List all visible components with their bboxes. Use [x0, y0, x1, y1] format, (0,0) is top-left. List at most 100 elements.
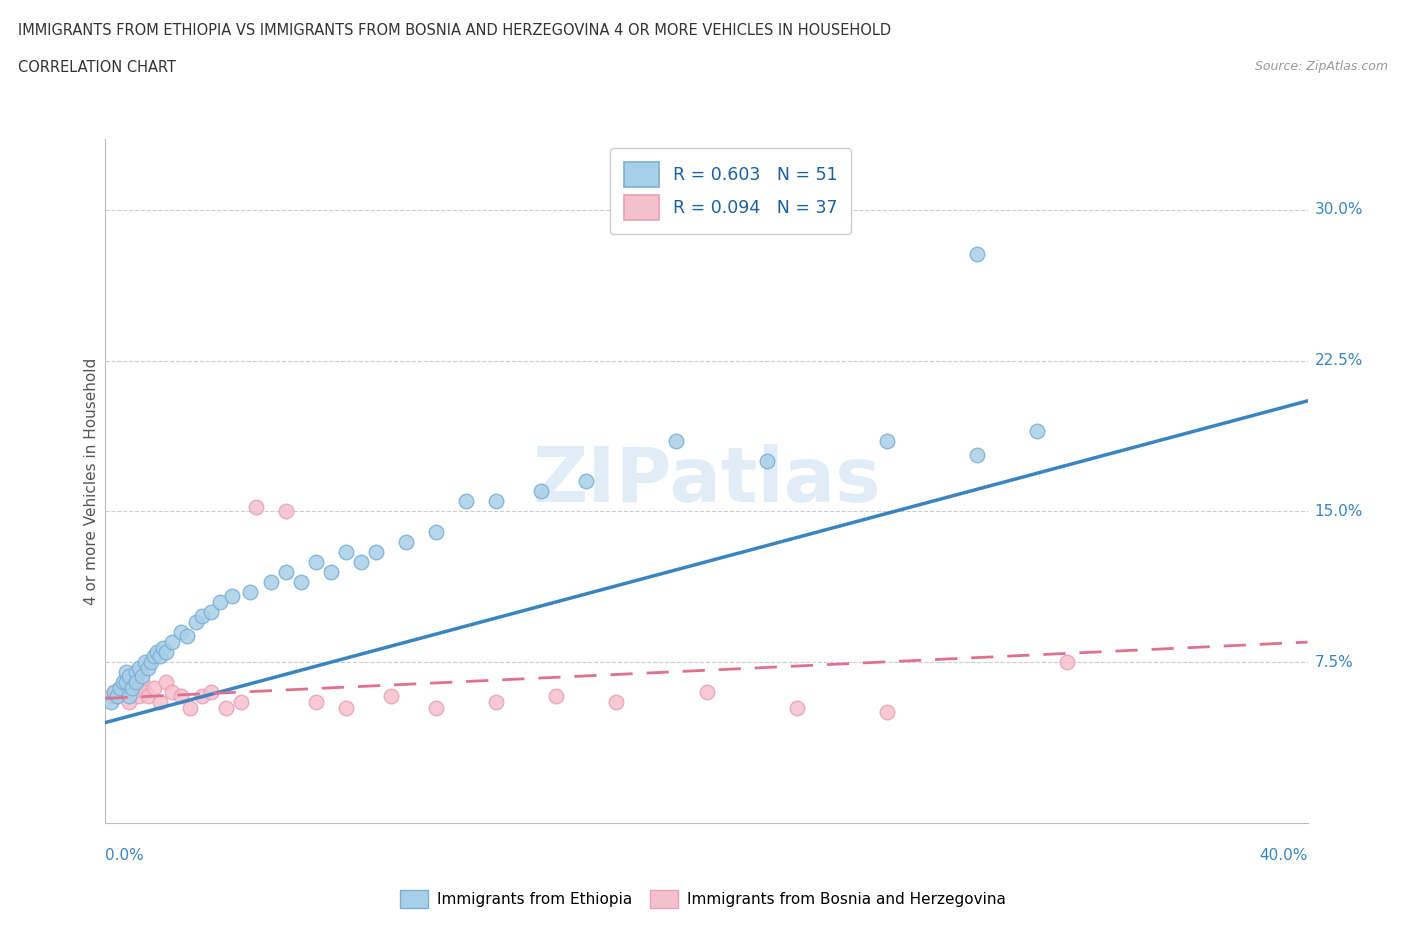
Text: 0.0%: 0.0% [105, 848, 145, 863]
Text: 15.0%: 15.0% [1315, 504, 1362, 519]
Point [305, 695, 328, 710]
Text: IMMIGRANTS FROM ETHIOPIA VS IMMIGRANTS FROM BOSNIA AND HERZEGOVINA 4 OR MORE VEH: IMMIGRANTS FROM ETHIOPIA VS IMMIGRANTS F… [18, 23, 891, 38]
Point [124, 681, 146, 696]
Point [136, 661, 159, 676]
Point [131, 675, 153, 690]
Point [966, 246, 988, 261]
Point [575, 474, 598, 489]
Point [100, 689, 122, 704]
Point [124, 665, 146, 680]
Point [131, 669, 153, 684]
Point [319, 565, 342, 579]
Point [115, 675, 138, 690]
Point [128, 661, 150, 676]
Text: CORRELATION CHART: CORRELATION CHART [18, 60, 176, 75]
Point [546, 689, 568, 704]
Legend: R = 0.603   N = 51, R = 0.094   N = 37: R = 0.603 N = 51, R = 0.094 N = 37 [610, 148, 851, 233]
Point [110, 681, 132, 696]
Point [112, 675, 135, 690]
Point [200, 604, 222, 619]
Point [145, 644, 167, 659]
Point [136, 689, 159, 704]
Point [755, 454, 778, 469]
Point [118, 695, 141, 710]
Point [876, 433, 898, 448]
Point [200, 684, 222, 699]
Point [169, 625, 191, 640]
Text: 30.0%: 30.0% [1315, 203, 1362, 218]
Point [118, 689, 141, 704]
Point [380, 689, 402, 704]
Point [350, 554, 373, 569]
Point [335, 701, 357, 716]
Point [221, 589, 243, 604]
Point [530, 484, 553, 498]
Point [208, 594, 231, 609]
Point [876, 705, 898, 720]
Point [290, 575, 312, 590]
Point [110, 681, 132, 696]
Point [305, 554, 328, 569]
Point [100, 695, 122, 710]
Point [485, 494, 508, 509]
Point [107, 689, 129, 704]
Point [142, 649, 165, 664]
Point [274, 504, 297, 519]
Point [124, 675, 146, 690]
Point [260, 575, 283, 590]
Point [179, 701, 201, 716]
Point [160, 634, 183, 649]
Point [115, 681, 138, 696]
Point [160, 684, 183, 699]
Point [335, 544, 357, 559]
Point [1026, 423, 1049, 438]
Text: 40.0%: 40.0% [1260, 848, 1308, 863]
Text: 7.5%: 7.5% [1315, 655, 1354, 670]
Point [169, 689, 191, 704]
Point [214, 701, 236, 716]
Point [364, 544, 387, 559]
Point [229, 695, 252, 710]
Point [134, 684, 156, 699]
Point [121, 684, 143, 699]
Y-axis label: 4 or more Vehicles in Household: 4 or more Vehicles in Household [83, 358, 98, 604]
Text: 22.5%: 22.5% [1315, 353, 1362, 368]
Point [103, 684, 125, 699]
Point [245, 500, 267, 515]
Point [966, 447, 988, 462]
Text: Source: ZipAtlas.com: Source: ZipAtlas.com [1254, 60, 1388, 73]
Point [665, 433, 688, 448]
Point [190, 689, 212, 704]
Point [103, 684, 125, 699]
Point [605, 695, 627, 710]
Legend: Immigrants from Ethiopia, Immigrants from Bosnia and Herzegovina: Immigrants from Ethiopia, Immigrants fro… [394, 884, 1012, 914]
Point [786, 701, 808, 716]
Point [118, 669, 141, 684]
Point [395, 534, 418, 549]
Point [155, 675, 177, 690]
Point [176, 629, 198, 644]
Point [454, 494, 477, 509]
Point [239, 584, 262, 599]
Point [152, 641, 174, 656]
Point [148, 649, 170, 664]
Point [115, 665, 138, 680]
Text: ZIPatlas: ZIPatlas [533, 445, 880, 518]
Point [425, 701, 447, 716]
Point [485, 695, 508, 710]
Point [128, 689, 150, 704]
Point [1056, 655, 1078, 670]
Point [274, 565, 297, 579]
Point [696, 684, 718, 699]
Point [112, 684, 135, 699]
Point [121, 681, 143, 696]
Point [190, 608, 212, 623]
Point [107, 689, 129, 704]
Point [142, 681, 165, 696]
Point [425, 525, 447, 539]
Point [139, 655, 162, 670]
Point [184, 615, 207, 630]
Point [134, 655, 156, 670]
Point [148, 695, 170, 710]
Point [155, 644, 177, 659]
